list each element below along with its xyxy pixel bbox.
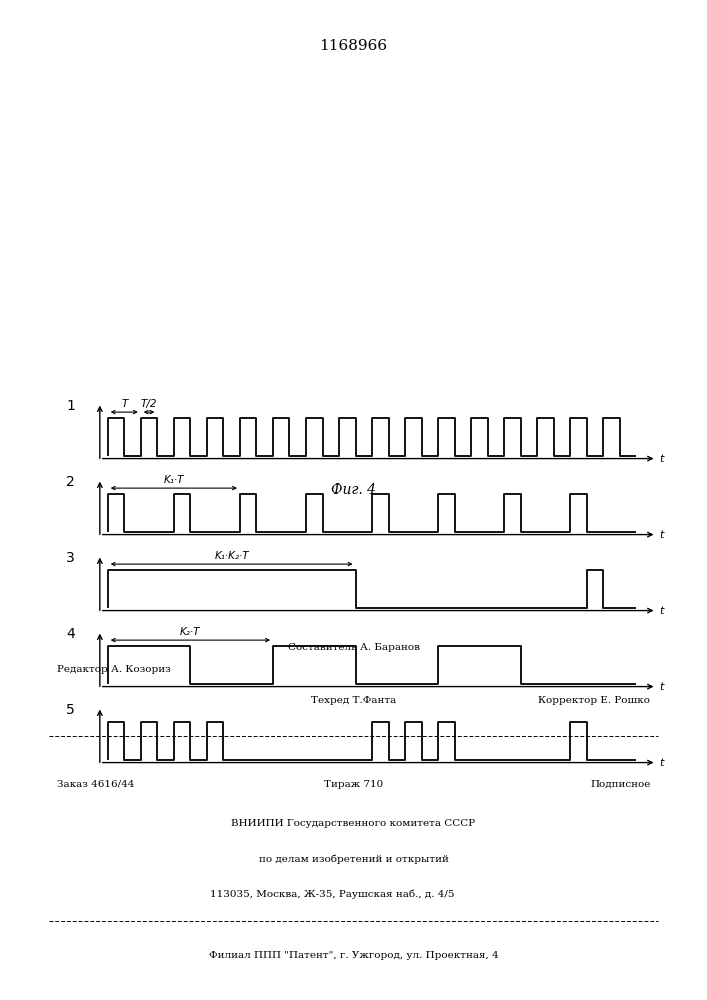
Text: K₁·T: K₁·T <box>163 475 184 485</box>
Text: 3: 3 <box>66 551 75 565</box>
Text: ВНИИПИ Государственного комитета СССР: ВНИИПИ Государственного комитета СССР <box>231 820 476 828</box>
Text: Редактор А. Козориз: Редактор А. Козориз <box>57 666 170 674</box>
Text: T/2: T/2 <box>141 399 158 409</box>
Text: Корректор Е. Рошко: Корректор Е. Рошко <box>539 696 650 705</box>
Text: Заказ 4616/44: Заказ 4616/44 <box>57 780 134 789</box>
Text: t: t <box>659 530 663 540</box>
Text: Техред Т.Фанта: Техред Т.Фанта <box>311 696 396 705</box>
Text: Филиал ППП "Патент", г. Ужгород, ул. Проектная, 4: Филиал ППП "Патент", г. Ужгород, ул. Про… <box>209 952 498 960</box>
Text: t: t <box>659 758 663 768</box>
Text: по делам изобретений и открытий: по делам изобретений и открытий <box>259 854 448 864</box>
Text: t: t <box>659 454 663 464</box>
Text: 4: 4 <box>66 627 75 641</box>
Text: t: t <box>659 606 663 616</box>
Text: Фиг. 4: Фиг. 4 <box>331 483 376 497</box>
Text: T: T <box>121 399 127 409</box>
Text: Тираж 710: Тираж 710 <box>324 780 383 789</box>
Text: Подписное: Подписное <box>590 780 650 789</box>
Text: 1: 1 <box>66 399 75 413</box>
Text: 5: 5 <box>66 703 75 717</box>
Text: K₂·T: K₂·T <box>180 627 201 637</box>
Text: Составитель А. Баранов: Составитель А. Баранов <box>288 644 419 652</box>
Text: t: t <box>659 682 663 692</box>
Text: 2: 2 <box>66 475 75 489</box>
Text: K₁·K₂·T: K₁·K₂·T <box>214 551 249 561</box>
Text: 1168966: 1168966 <box>320 39 387 53</box>
Text: 113035, Москва, Ж-35, Раушская наб., д. 4/5: 113035, Москва, Ж-35, Раушская наб., д. … <box>210 890 455 899</box>
